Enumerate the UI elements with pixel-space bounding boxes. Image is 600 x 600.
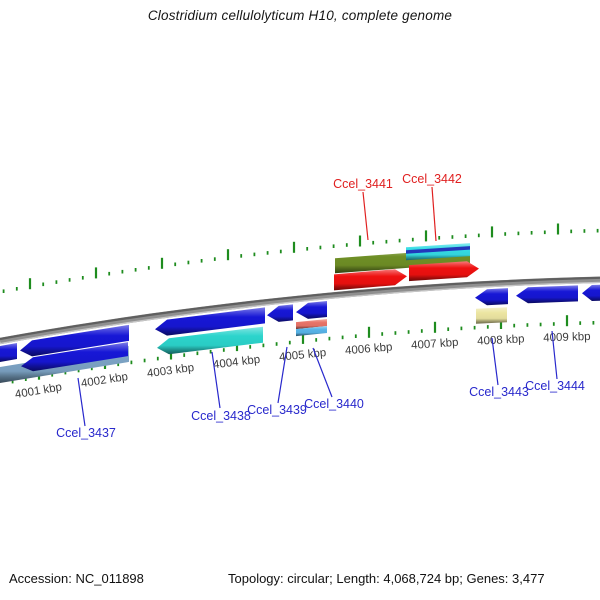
gene-blue-arrow-1[interactable] [20,324,129,357]
gene-Ccel_3440-b[interactable] [296,326,327,337]
gene-stripe-Ccel_3442 [406,246,470,254]
gene-label-Ccel_3437[interactable]: Ccel_3437 [56,426,116,440]
leader-line-Ccel_3439 [277,346,288,404]
leader-line-Ccel_3442 [431,186,437,242]
page-title: Clostridium cellulolyticum H10, complete… [147,8,453,23]
gene-blue-arrow-4[interactable] [475,288,508,306]
leader-line-Ccel_3441 [362,191,369,241]
upper-ruler [2,223,599,293]
gene-label-Ccel_3443[interactable]: Ccel_3443 [469,385,529,399]
gene-Ccel_3440-a[interactable] [296,319,327,330]
genome-backbone [0,276,600,345]
gene-label-Ccel_3441[interactable]: Ccel_3441 [333,177,393,191]
gene-label-Ccel_3440[interactable]: Ccel_3440 [304,397,364,411]
gene-blue-arrow-2[interactable] [155,307,265,336]
leader-line-Ccel_3438 [211,351,221,409]
scale-label: 4002 kbp [80,371,129,390]
gene-track [0,243,600,383]
gene-blue-arrow-3[interactable] [296,301,327,319]
gene-red-arrow-1[interactable] [334,269,407,291]
lower-ruler [11,315,595,384]
status-details: Topology: circular; Length: 4,068,724 bp… [228,571,545,586]
scale-label: 4009 kbp [543,331,591,345]
gene-label-Ccel_3438[interactable]: Ccel_3438 [191,409,251,423]
gene-label-Ccel_3439[interactable]: Ccel_3439 [247,403,307,417]
scale-label: 4004 kbp [212,354,260,372]
leader-line-Ccel_3437 [77,377,86,427]
gene-label-Ccel_3444[interactable]: Ccel_3444 [525,379,585,393]
gene-Ccel_3439[interactable] [267,304,293,322]
gene-label-Ccel_3442[interactable]: Ccel_3442 [402,172,462,186]
leader-line-Ccel_3444 [551,330,558,380]
scale-label: 4007 kbp [411,337,459,352]
gene-Ccel_3437[interactable] [21,342,128,372]
gene-Ccel_3443[interactable] [476,307,507,324]
scale-label: 4001 kbp [14,381,63,401]
status-accession: Accession: NC_011898 [9,571,144,586]
leader-line-Ccel_3440 [312,347,333,398]
scale-label: 4008 kbp [477,333,525,347]
gene-Ccel_3444[interactable] [582,284,600,301]
gene-blue-seg-1[interactable] [0,343,17,362]
gene-red-arrow-2[interactable] [409,261,479,282]
scale-label: 4003 kbp [146,362,195,380]
leader-line-Ccel_3443 [491,337,499,386]
gene-blue-arrow-5[interactable] [516,285,578,304]
scale-label: 4006 kbp [345,341,393,357]
gene-Ccel_3438[interactable] [157,326,263,355]
gene-labels: Ccel_3441 Ccel_3442Ccel_3437Ccel_3438Ccel… [56,172,585,440]
